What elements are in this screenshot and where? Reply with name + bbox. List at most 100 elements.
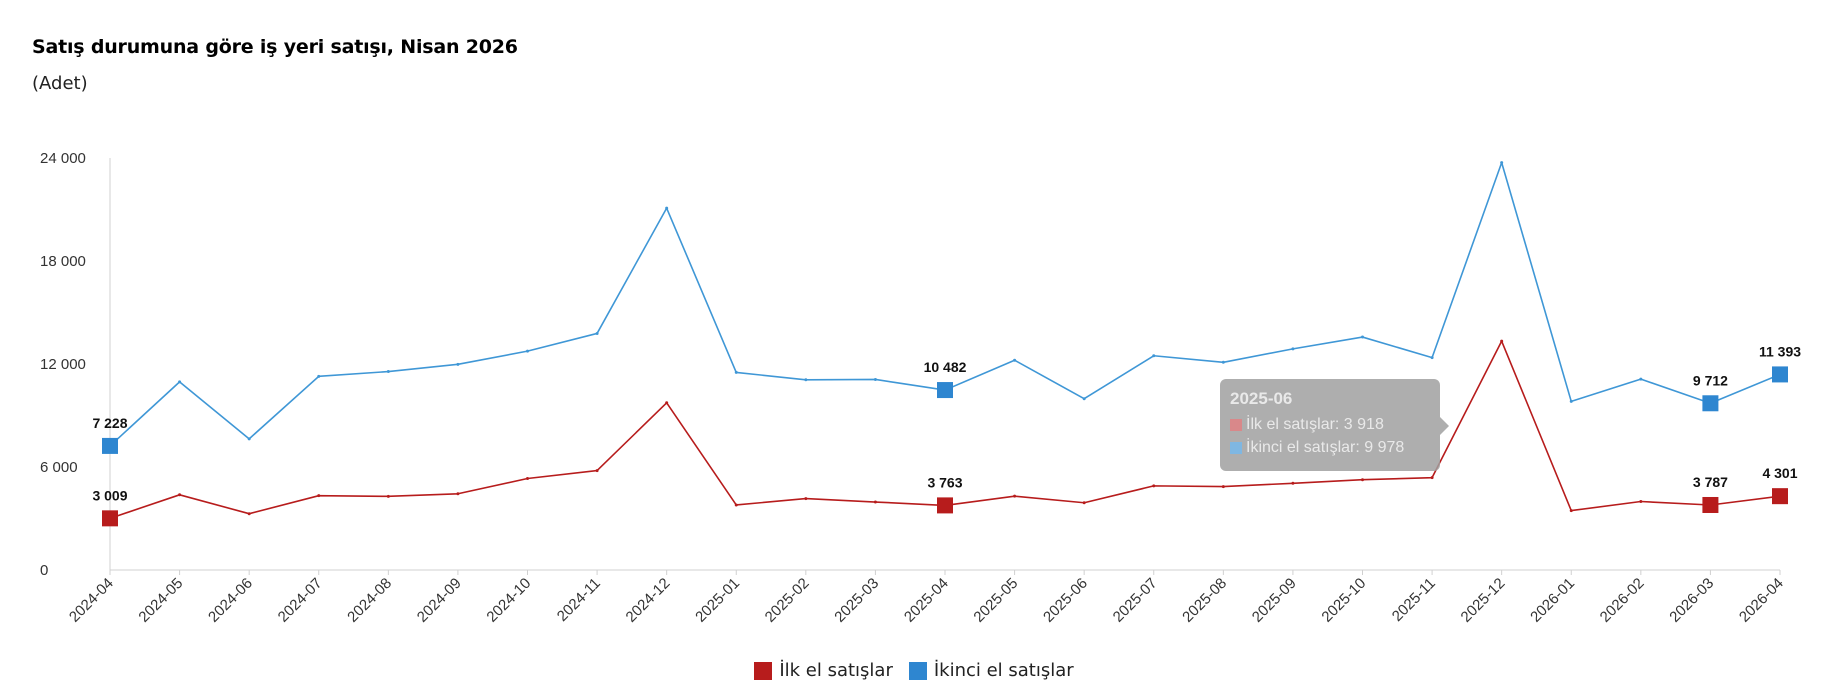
series-line-1[interactable] (109, 161, 1781, 447)
x-tick-label: 2025-08 (1179, 575, 1230, 626)
series-point-1[interactable] (665, 206, 669, 210)
series-point-0[interactable] (1291, 481, 1295, 485)
series-marker-0[interactable] (937, 497, 953, 514)
data-label-1: 10 482 (924, 359, 967, 375)
series-marker-1[interactable] (1772, 366, 1788, 383)
series-point-1[interactable] (1639, 377, 1643, 381)
series-point-1[interactable] (1013, 358, 1017, 362)
series-point-1[interactable] (1430, 356, 1434, 360)
tooltip-value-first-hand: İlk el satışlar: 3 918 (1246, 416, 1384, 433)
x-tick-label: 2024-08 (344, 575, 395, 626)
series-point-0[interactable] (386, 494, 390, 498)
series-point-1[interactable] (386, 370, 390, 374)
series-point-0[interactable] (1361, 478, 1364, 482)
series-marker-0[interactable] (1772, 488, 1788, 505)
x-tick-label: 2025-05 (970, 575, 1021, 626)
series-point-1[interactable] (1221, 360, 1225, 364)
series-point-1[interactable] (1152, 354, 1156, 358)
series-point-1[interactable] (595, 331, 599, 335)
x-tick-label: 2024-12 (623, 575, 674, 626)
legend-item-first-hand[interactable]: İlk el satışlar (754, 660, 893, 681)
series-point-0[interactable] (665, 401, 669, 405)
series-point-0[interactable] (1082, 501, 1086, 505)
tooltip-swatch-second-hand (1230, 442, 1242, 454)
line-chart[interactable]: 0 6 000 12 000 18 000 24 000 2024-04 2024-05 20… (0, 0, 1828, 650)
legend-label-first-hand: İlk el satışlar (779, 660, 893, 681)
series-point-1[interactable] (526, 349, 529, 353)
series-point-0[interactable] (1639, 500, 1643, 504)
x-tick-label: 2025-01 (692, 575, 743, 626)
x-tick-label: 2026-02 (1597, 575, 1648, 626)
legend-label-second-hand: İkinci el satışlar (933, 660, 1074, 681)
y-tick-label: 6 000 (40, 459, 78, 476)
legend-item-second-hand[interactable]: İkinci el satışlar (908, 660, 1074, 681)
series-point-0[interactable] (1569, 509, 1573, 513)
x-tick-label: 2025-09 (1249, 575, 1300, 626)
y-tick-label: 0 (40, 562, 48, 579)
series-point-0[interactable] (873, 500, 877, 504)
x-tick-label: 2026-01 (1527, 575, 1578, 626)
series-point-1[interactable] (804, 378, 808, 382)
series-point-0[interactable] (1013, 494, 1017, 498)
x-tick-label: 2024-06 (205, 575, 256, 626)
series-point-1[interactable] (873, 377, 877, 381)
x-tick-label: 2025-07 (1110, 575, 1161, 626)
x-tick-label: 2025-04 (901, 575, 952, 626)
series-point-0[interactable] (1430, 476, 1434, 480)
series-marker-1[interactable] (1702, 395, 1719, 412)
data-label-0: 4 301 (1762, 465, 1797, 481)
series-marker-1[interactable] (937, 382, 953, 399)
x-tick-label: 2025-10 (1318, 575, 1369, 626)
x-tick-label: 2025-03 (831, 575, 882, 626)
data-label-1: 11 393 (1759, 343, 1801, 359)
series-point-1[interactable] (317, 374, 321, 378)
series-point-0[interactable] (1221, 485, 1225, 489)
series-point-1[interactable] (1082, 397, 1086, 401)
series-point-1[interactable] (247, 437, 251, 441)
x-tick-label: 2025-06 (1040, 575, 1091, 626)
x-tick-label: 2024-10 (483, 575, 534, 626)
x-tick-label: 2025-02 (762, 575, 813, 626)
series-point-1[interactable] (734, 370, 738, 374)
y-tick-label: 24 000 (40, 150, 86, 167)
series-point-1[interactable] (1569, 399, 1573, 403)
series-point-0[interactable] (526, 477, 529, 481)
series-point-0[interactable] (247, 512, 251, 516)
series-point-0[interactable] (1500, 339, 1504, 343)
series-point-1[interactable] (1291, 347, 1295, 351)
chart-title: Satış durumuna göre iş yeri satışı, Nisa… (32, 36, 518, 58)
series-marker-0[interactable] (1702, 496, 1719, 513)
series-point-0[interactable] (1152, 484, 1156, 488)
data-label-0: 3 763 (927, 474, 962, 490)
series-point-1[interactable] (1361, 335, 1364, 339)
tooltip-swatch-first-hand (1230, 419, 1242, 431)
x-tick-label: 2025-12 (1458, 575, 1509, 626)
chart-subtitle: (Adet) (32, 73, 88, 94)
chart-legend: İlk el satışlar İkinci el satışlar (0, 660, 1828, 681)
series-point-1[interactable] (1500, 161, 1504, 165)
x-tick-label: 2024-09 (414, 575, 465, 626)
series-marker-0[interactable] (102, 510, 118, 527)
series-point-0[interactable] (595, 469, 599, 473)
series-point-0[interactable] (178, 493, 182, 497)
data-label-1: 7 228 (92, 415, 127, 431)
x-tick-label: 2026-04 (1736, 575, 1787, 626)
data-label-1: 9 712 (1693, 372, 1728, 388)
series-point-0[interactable] (456, 492, 460, 496)
data-label-0: 3 009 (92, 487, 127, 503)
series-point-0[interactable] (734, 503, 738, 507)
tooltip-row-first-hand: İlk el satışlar: 3 918 (1230, 416, 1430, 434)
series-point-1[interactable] (456, 362, 460, 366)
y-tick-label: 12 000 (40, 356, 86, 373)
x-tick-label: 2024-05 (135, 575, 186, 626)
series-point-1[interactable] (178, 380, 182, 384)
series-marker-1[interactable] (102, 437, 118, 454)
tooltip-row-second-hand: İkinci el satışlar: 9 978 (1230, 439, 1430, 457)
chart-tooltip: 2025-06 İlk el satışlar: 3 918 İkinci el… (1220, 379, 1449, 471)
x-tick-label: 2025-11 (1389, 575, 1439, 625)
tooltip-title: 2025-06 (1230, 389, 1293, 408)
series-point-0[interactable] (317, 494, 321, 498)
x-tick-label: 2024-07 (275, 575, 326, 626)
series-point-0[interactable] (804, 497, 808, 501)
legend-swatch-first-hand (754, 661, 773, 680)
